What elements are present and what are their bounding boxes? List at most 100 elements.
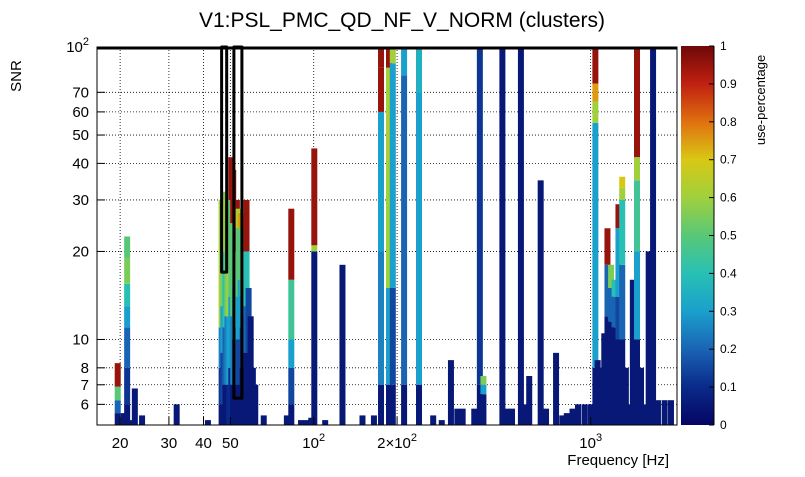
cluster-cell-71-2: [611, 279, 618, 297]
cluster-cell-39-0: [389, 384, 396, 425]
cluster-cell-44-0: [447, 360, 454, 425]
cluster-column-67: [598, 367, 605, 425]
cluster-cell-28-4: [288, 208, 295, 280]
x-tick-label-5: 2×102: [377, 432, 417, 452]
colorbar-tick-label-6: 0.6: [720, 191, 737, 205]
cluster-column-49: [480, 376, 487, 425]
cluster-cell-80-0: [645, 251, 652, 425]
cluster-cell-3-0: [128, 420, 135, 425]
cluster-cell-73-0: [619, 339, 626, 425]
cluster-cell-73-1: [619, 264, 626, 340]
cluster-cell-43-0: [438, 420, 445, 425]
plot-frame: [96, 46, 678, 426]
cluster-column-35: [359, 415, 366, 425]
cluster-cell-63-0: [581, 404, 588, 425]
cluster-cell-49-2: [480, 376, 487, 385]
colorbar-tick-label-3: 0.3: [720, 304, 737, 318]
x-axis-ticks: 20 30 40 50 102 2×102 103: [112, 417, 602, 452]
colorbar-tick-label-0: 0: [720, 418, 727, 432]
cluster-cell-41-2: [416, 47, 423, 93]
cluster-cell-28-1: [288, 367, 295, 405]
x-tick-label-3: 50: [222, 435, 239, 452]
cluster-cell-40-1: [401, 75, 408, 385]
x-tick-label-6: 103: [579, 432, 602, 452]
cluster-column-0: [114, 363, 121, 425]
cluster-cell-70-1: [608, 287, 615, 322]
cluster-cell-38-4: [386, 47, 392, 68]
cluster-cell-2-2: [124, 327, 131, 368]
cluster-cell-28-2: [288, 339, 295, 368]
cluster-column-64: [587, 404, 594, 425]
cluster-cell-37-4: [378, 47, 385, 68]
cluster-column-7: [204, 420, 211, 425]
cluster-cell-21-3: [243, 199, 250, 252]
cluster-column-62: [574, 404, 581, 425]
cluster-column-83: [661, 400, 668, 425]
cluster-column-37: [378, 47, 385, 425]
cluster-cell-5-0: [139, 415, 146, 425]
cluster-cell-0-3: [114, 363, 121, 387]
x-tick-label-1: 30: [161, 435, 178, 452]
colorbar-tick-label-1: 0.1: [720, 380, 737, 394]
cluster-cell-71-0: [611, 327, 618, 425]
cluster-column-41: [416, 47, 423, 425]
cluster-cell-73-4: [619, 176, 626, 188]
cluster-cell-2-0: [124, 404, 131, 425]
cluster-cell-28-0: [288, 404, 295, 425]
colorbar-tick-label-7: 0.7: [720, 153, 737, 167]
cluster-column-84: [667, 400, 674, 425]
cluster-cell-76-0: [629, 279, 636, 425]
cluster-cell-31-0: [308, 417, 315, 425]
cluster-cell-70-0: [608, 321, 615, 425]
cluster-cell-41-1: [416, 92, 423, 385]
cluster-column-42: [430, 415, 437, 425]
cluster-cell-37-2: [378, 111, 385, 252]
y-tick-label-9: 70: [72, 84, 89, 101]
cluster-cell-41-0: [416, 384, 423, 425]
colorbar-tick-label-2: 0.2: [720, 342, 737, 356]
x-axis-label: Frequency [Hz]: [567, 452, 669, 469]
cluster-cell-36-0: [370, 415, 377, 425]
cluster-cell-37-3: [378, 67, 385, 112]
cluster-cell-67-0: [598, 367, 605, 425]
cluster-cell-26-0: [260, 415, 267, 425]
cluster-cell-4-0: [131, 388, 138, 425]
cluster-cell-2-3: [124, 306, 131, 328]
cluster-cell-30-0: [303, 420, 310, 425]
cluster-column-50: [499, 47, 506, 425]
cluster-cell-69-1: [604, 264, 611, 317]
chart-title: V1:PSL_PMC_QD_NF_V_NORM (clusters): [199, 9, 605, 32]
cluster-cell-72-2: [615, 228, 622, 297]
cluster-cell-74-0: [622, 367, 629, 425]
y-axis-ticks: 6 78 10 20 30 40 50 60 70 102: [66, 36, 105, 413]
y-tick-label-4: 20: [72, 243, 89, 260]
y-tick-label-3: 10: [72, 331, 89, 348]
cluster-cell-40-2: [401, 47, 408, 76]
cluster-column-56: [537, 180, 544, 425]
cluster-column-3: [128, 420, 135, 425]
cluster-cell-82-0: [654, 400, 661, 425]
cluster-cell-55-0: [526, 376, 533, 425]
cluster-cell-84-0: [667, 400, 674, 425]
cluster-cell-61-0: [569, 408, 576, 425]
cluster-cell-38-1: [386, 287, 392, 385]
cluster-cell-52-0: [509, 408, 516, 425]
colorbar-tick-label-10: 1: [720, 39, 727, 53]
cluster-column-81: [650, 47, 657, 425]
cluster-column-66: [594, 360, 601, 425]
cluster-column-38: [386, 47, 392, 425]
cluster-cell-77-0: [634, 339, 640, 425]
cluster-cell-40-0: [401, 384, 408, 425]
cluster-column-80: [645, 251, 652, 425]
cluster-cell-48-1: [476, 47, 483, 385]
cluster-cell-34-0: [339, 264, 346, 425]
cluster-column-44: [447, 360, 454, 425]
cluster-cell-59-0: [559, 415, 566, 425]
y-tick-label-2: 8: [81, 360, 89, 377]
cluster-cell-46-0: [459, 408, 466, 425]
cluster-column-39: [389, 47, 396, 425]
cluster-cell-39-3: [389, 63, 396, 136]
cluster-cell-27-0: [283, 415, 290, 425]
cluster-cell-32-2: [311, 148, 318, 246]
y-tick-label-6: 40: [72, 155, 89, 172]
